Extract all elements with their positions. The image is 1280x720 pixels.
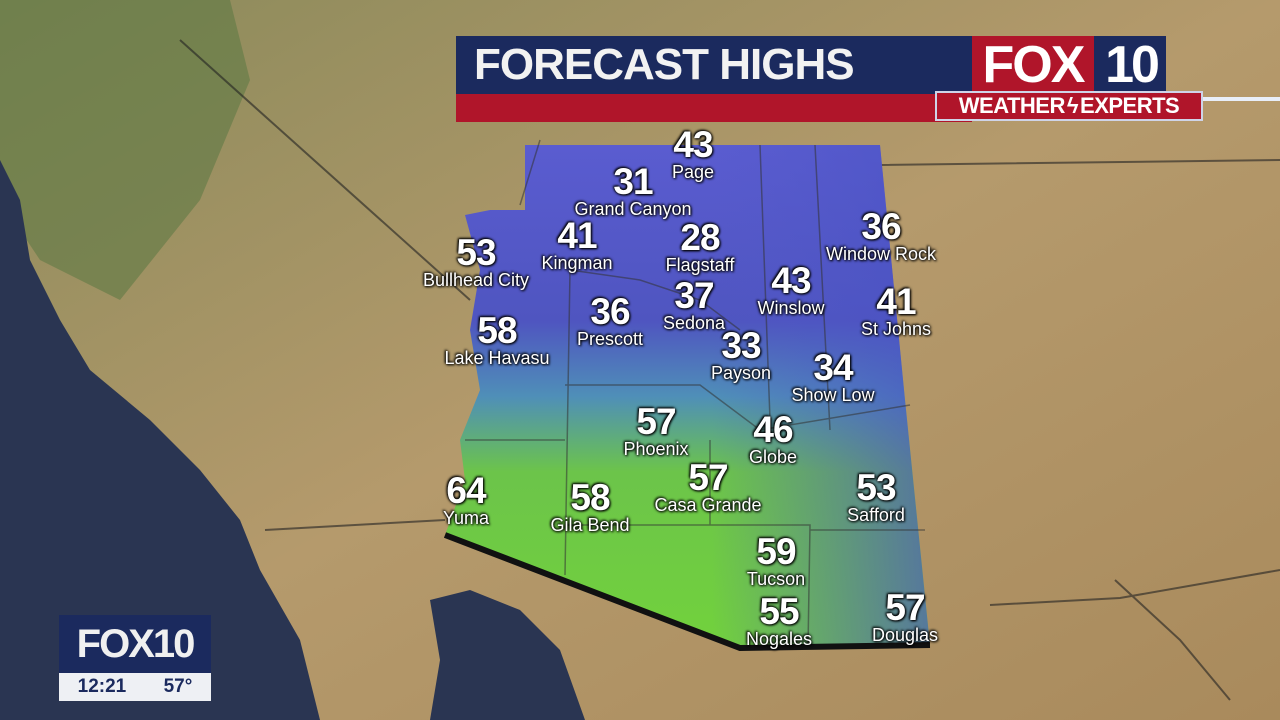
logo-number: 10 (1105, 36, 1160, 94)
high-temp: 59 (756, 531, 796, 572)
city-forecast: 31 Grand Canyon (574, 161, 692, 219)
logo-fox: FOX (972, 36, 1094, 94)
city-name: Sedona (662, 313, 726, 333)
city-forecast: 41 Kingman (541, 215, 613, 273)
high-temp: 31 (613, 161, 653, 202)
high-temp: 53 (456, 232, 496, 273)
city-forecast: 43 Page (671, 124, 715, 182)
city-forecast: 33 Payson (710, 325, 772, 383)
state-borders (179, 39, 1280, 701)
station-bug: FOX10 12:21 57° (59, 615, 211, 701)
city-forecast: 57 Douglas (871, 587, 939, 645)
city-name: Phoenix (623, 439, 689, 459)
city-forecast: 57 Casa Grande (654, 457, 762, 515)
high-temp: 57 (636, 401, 676, 442)
high-temp: 33 (721, 325, 761, 366)
high-temp: 64 (446, 470, 486, 511)
county-lines (465, 139, 925, 649)
lightning-bolt-icon: ϟ (1066, 93, 1079, 118)
page-title: FORECAST HIGHS (456, 36, 972, 94)
high-temp: 53 (856, 467, 896, 508)
city-name: Kingman (541, 253, 613, 273)
high-temp: 37 (674, 275, 714, 316)
city-name: Grand Canyon (574, 199, 692, 219)
city-name: Safford (847, 505, 905, 525)
city-name: Tucson (746, 569, 806, 589)
fox10-logo: FOX 10 (972, 36, 1166, 94)
high-temp: 43 (771, 260, 811, 301)
high-temp: 41 (557, 215, 597, 256)
high-temp: 55 (759, 591, 799, 632)
city-name: Douglas (871, 625, 939, 645)
divider (1203, 97, 1280, 101)
title-banner: FORECAST HIGHS (456, 36, 972, 124)
banner-red-stripe (456, 94, 972, 122)
city-name: Lake Havasu (444, 348, 550, 368)
bug-logo: FOX10 (59, 615, 211, 673)
high-temp: 28 (680, 217, 720, 258)
bug-time: 12:21 (77, 676, 127, 697)
high-temp: 58 (570, 477, 610, 518)
city-forecast: 28 Flagstaff (665, 217, 735, 275)
city-forecast: 46 Globe (748, 409, 798, 467)
city-name: Winslow (757, 298, 825, 318)
city-name: Flagstaff (665, 255, 735, 275)
city-forecast: 34 Show Low (791, 347, 875, 405)
city-name: St Johns (860, 319, 932, 339)
mexico-border (443, 532, 931, 652)
city-forecast: 58 Lake Havasu (444, 310, 550, 368)
city-name: Yuma (442, 508, 490, 528)
city-name: Prescott (576, 329, 644, 349)
city-forecast: 53 Bullhead City (422, 232, 530, 290)
high-temp: 36 (861, 206, 901, 247)
city-forecast: 53 Safford (847, 467, 905, 525)
city-forecast: 58 Gila Bend (550, 477, 630, 535)
city-name: Window Rock (825, 244, 937, 264)
weather-experts-badge: WEATHERϟEXPERTS (935, 91, 1203, 121)
city-name: Nogales (745, 629, 813, 649)
city-name: Casa Grande (654, 495, 762, 515)
gulf-of-california (430, 590, 585, 720)
city-forecast: 59 Tucson (746, 531, 806, 589)
tagline-left: WEATHER (958, 93, 1066, 118)
city-forecast: 37 Sedona (662, 275, 726, 333)
sierra-forest (0, 0, 250, 300)
city-name: Show Low (791, 385, 875, 405)
city-forecast: 36 Prescott (576, 291, 644, 349)
tagline-right: EXPERTS (1080, 93, 1180, 118)
bug-temp: 57° (163, 676, 193, 697)
high-temp: 41 (876, 281, 916, 322)
high-temp: 34 (813, 347, 853, 388)
city-name: Bullhead City (422, 270, 530, 290)
city-name: Payson (710, 363, 772, 383)
city-name: Page (671, 162, 715, 182)
high-temp: 57 (688, 457, 728, 498)
city-name: Gila Bend (550, 515, 630, 535)
high-temp: 57 (885, 587, 925, 628)
city-forecast: 57 Phoenix (623, 401, 689, 459)
high-temp: 58 (477, 310, 517, 351)
pacific-ocean (0, 160, 320, 720)
city-forecast: 55 Nogales (745, 591, 813, 649)
city-forecast: 36 Window Rock (825, 206, 937, 264)
city-forecast: 43 Winslow (757, 260, 825, 318)
high-temp: 46 (753, 409, 793, 450)
city-forecast: 41 St Johns (860, 281, 932, 339)
high-temp: 36 (590, 291, 630, 332)
city-name: Globe (748, 447, 798, 467)
high-temp: 43 (673, 124, 713, 165)
city-forecast: 64 Yuma (442, 470, 490, 528)
